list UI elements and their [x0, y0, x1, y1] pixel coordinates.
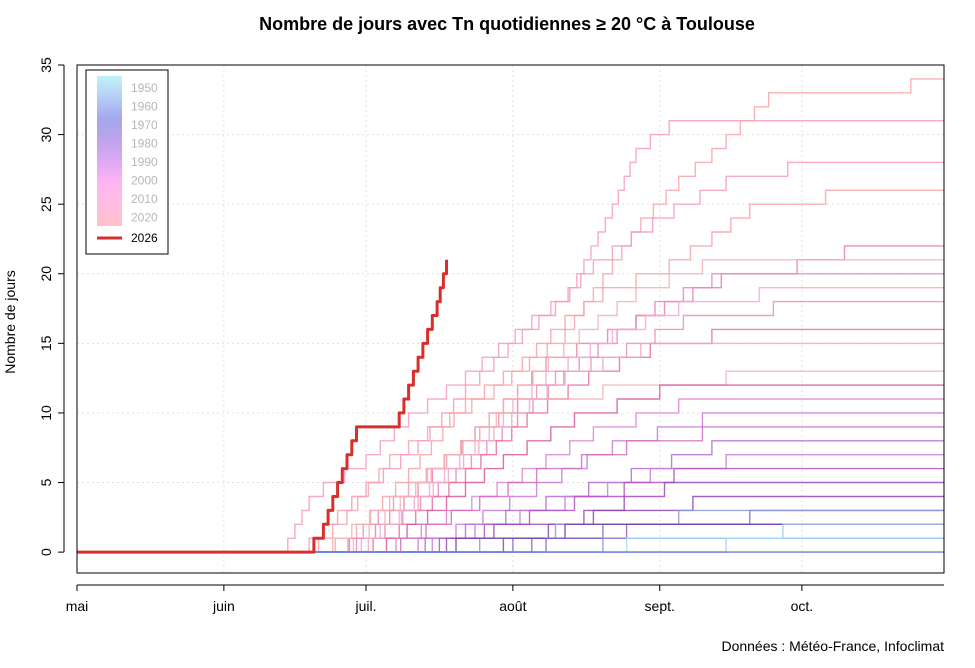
x-tick-label: août	[499, 598, 526, 614]
series-line-highlight	[77, 259, 448, 554]
x-tick-label: sept.	[645, 598, 675, 614]
series-line	[77, 370, 944, 553]
legend-year-label: 1970	[131, 118, 158, 132]
series-lines	[77, 78, 944, 553]
y-tick-label: 10	[38, 405, 54, 421]
series-line	[77, 189, 944, 553]
y-tick-label: 25	[38, 196, 54, 212]
series-line	[77, 509, 944, 553]
series-line	[77, 537, 944, 553]
series-line	[77, 467, 944, 553]
y-tick-label: 5	[38, 478, 54, 486]
series-line	[77, 342, 944, 553]
highlight-series	[77, 259, 448, 554]
legend-gradient-bar	[97, 76, 122, 226]
legend-year-label: 1960	[131, 100, 158, 114]
legend-year-label: 1950	[131, 81, 158, 95]
y-tick-label: 35	[38, 57, 54, 73]
legend-highlight-label: 2026	[131, 231, 158, 245]
series-line	[77, 537, 944, 553]
series-line	[77, 120, 944, 553]
series-line	[77, 78, 944, 553]
x-tick-label: oct.	[791, 598, 814, 614]
series-line	[77, 509, 944, 553]
series-line	[77, 384, 944, 553]
y-tick-label: 15	[38, 335, 54, 351]
legend: 1950 1960 1970 1980 1990 2000 2010 2020 2026	[85, 69, 169, 255]
series-line	[77, 537, 944, 553]
legend-year-label: 2000	[131, 174, 158, 188]
data-credit: Données : Météo-France, Infoclimat	[721, 638, 944, 654]
x-tick-label: juin	[212, 598, 235, 614]
series-line	[77, 161, 944, 553]
legend-year-label: 1990	[131, 155, 158, 169]
legend-year-label: 2010	[131, 192, 158, 206]
x-tick-label: juil.	[354, 598, 376, 614]
x-tick-label: mai	[66, 598, 89, 614]
series-line	[77, 259, 944, 553]
plot-frame	[76, 64, 945, 574]
y-tick-label: 20	[38, 266, 54, 282]
x-axis: mai juin juil. août sept. oct.	[66, 584, 944, 614]
legend-year-label: 1980	[131, 137, 158, 151]
series-line	[77, 287, 944, 553]
legend-year-label: 2020	[131, 211, 158, 225]
series-line	[77, 426, 944, 553]
series-line	[77, 454, 944, 553]
y-tick-label: 30	[38, 127, 54, 143]
series-line	[77, 440, 944, 553]
y-axis-label: Nombre de jours	[2, 270, 18, 374]
series-line	[77, 481, 944, 553]
y-tick-label: 0	[38, 548, 54, 556]
y-axis: 0 5 10 15 20 25 30 35	[38, 57, 65, 556]
chart-title: Nombre de jours avec Tn quotidiennes ≥ 2…	[259, 14, 755, 34]
series-line	[77, 398, 944, 553]
